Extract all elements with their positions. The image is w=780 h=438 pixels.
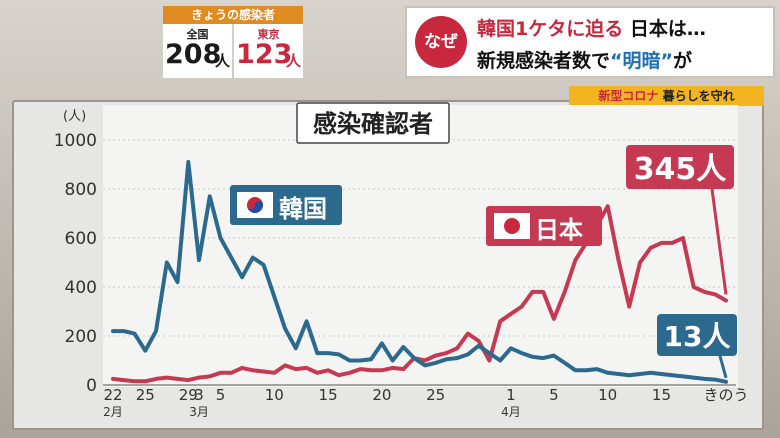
legend-korea: 韓国 xyxy=(230,185,342,225)
today-cases-title: きょうの感染者 xyxy=(163,6,303,24)
japan-end-pointer xyxy=(710,188,728,295)
korea-end-box xyxy=(657,314,737,356)
headline-line2-pre: 新規感染者数で xyxy=(477,50,611,72)
headline-line1-rest: 日本は… xyxy=(623,18,706,40)
korea-end-callout: 13人 xyxy=(657,314,737,379)
tokyo-count-box: 東京 123 人 xyxy=(234,24,303,78)
x-tick-label: 3月 xyxy=(189,405,209,419)
y-tick-label: 800 xyxy=(65,180,97,200)
japan-flag-circle xyxy=(504,218,520,234)
korea-flag-taeguk xyxy=(247,201,263,213)
program-tag-red: 新型コロナ xyxy=(598,89,659,103)
legend-japan: 日本 xyxy=(486,206,602,246)
chart-title: 感染確認者 xyxy=(296,102,450,144)
x-tick-label: 10 xyxy=(598,386,617,404)
naze-badge: なぜ xyxy=(415,16,467,68)
japan-end-box xyxy=(626,145,734,189)
japan-end-callout: 345人 xyxy=(626,145,734,295)
x-tick-label: 25 xyxy=(136,386,155,404)
national-unit: 人 xyxy=(215,52,231,70)
x-tick-label: 22 xyxy=(103,386,122,404)
headline-line1-red: 韓国1ケタに迫る xyxy=(477,18,624,40)
today-cases-panel: きょうの感染者 全国 208 人 東京 123 人 xyxy=(163,6,303,78)
x-tick-label: 25 xyxy=(426,386,445,404)
x-tick-label: 15 xyxy=(319,386,338,404)
program-tag: 新型コロナ 暮らしを守れ xyxy=(569,86,764,106)
chart-title-box xyxy=(296,102,450,144)
x-tick-label: 2月 xyxy=(103,405,123,419)
x-tick-label: 29 xyxy=(179,386,198,404)
tokyo-value: 123 xyxy=(236,39,293,70)
y-tick-label: 0 xyxy=(86,376,97,396)
program-tag-rest: 暮らしを守れ xyxy=(658,89,735,103)
korea-end-pointer xyxy=(718,355,728,379)
series-line-japan xyxy=(111,204,728,384)
x-tick-label: 1 xyxy=(506,386,516,404)
headline-line2-blue: “明暗” xyxy=(610,50,673,72)
x-tick-label: 5 xyxy=(216,386,226,404)
series-line-korea xyxy=(111,160,728,384)
y-tick-label: 400 xyxy=(65,278,97,298)
x-tick-label: きのう xyxy=(703,386,748,404)
x-tick-label: 20 xyxy=(372,386,391,404)
national-value: 208 xyxy=(165,39,222,70)
y-tick-label: 1000 xyxy=(54,131,97,151)
x-tick-label: 10 xyxy=(265,386,284,404)
national-label: 全国 xyxy=(186,28,209,41)
headline-line2: 新規感染者数で“明暗”が xyxy=(477,46,692,73)
headline-line1: 韓国1ケタに迫る 日本は… xyxy=(477,14,706,41)
headline-panel: なぜ 韓国1ケタに迫る 日本は… 新規感染者数で“明暗”が xyxy=(405,6,775,78)
japan-end-value: 345人 xyxy=(634,152,727,187)
legend-korea-label: 韓国 xyxy=(279,195,327,223)
x-tick-label: 15 xyxy=(652,386,671,404)
x-tick-label: 3 xyxy=(194,386,204,404)
y-axis-unit: (人) xyxy=(63,109,86,124)
y-tick-label: 600 xyxy=(65,229,97,249)
tokyo-label: 東京 xyxy=(257,28,280,41)
chart-title-text: 感染確認者 xyxy=(313,110,433,138)
korea-end-value: 13人 xyxy=(664,320,731,353)
headline-line2-post: が xyxy=(673,50,693,72)
x-tick-label: 5 xyxy=(549,386,559,404)
legend-japan-label: 日本 xyxy=(535,216,583,244)
y-tick-label: 200 xyxy=(65,327,97,347)
national-count-box: 全国 208 人 xyxy=(163,24,232,78)
x-tick-label: 4月 xyxy=(501,405,521,419)
tokyo-unit: 人 xyxy=(286,52,302,70)
